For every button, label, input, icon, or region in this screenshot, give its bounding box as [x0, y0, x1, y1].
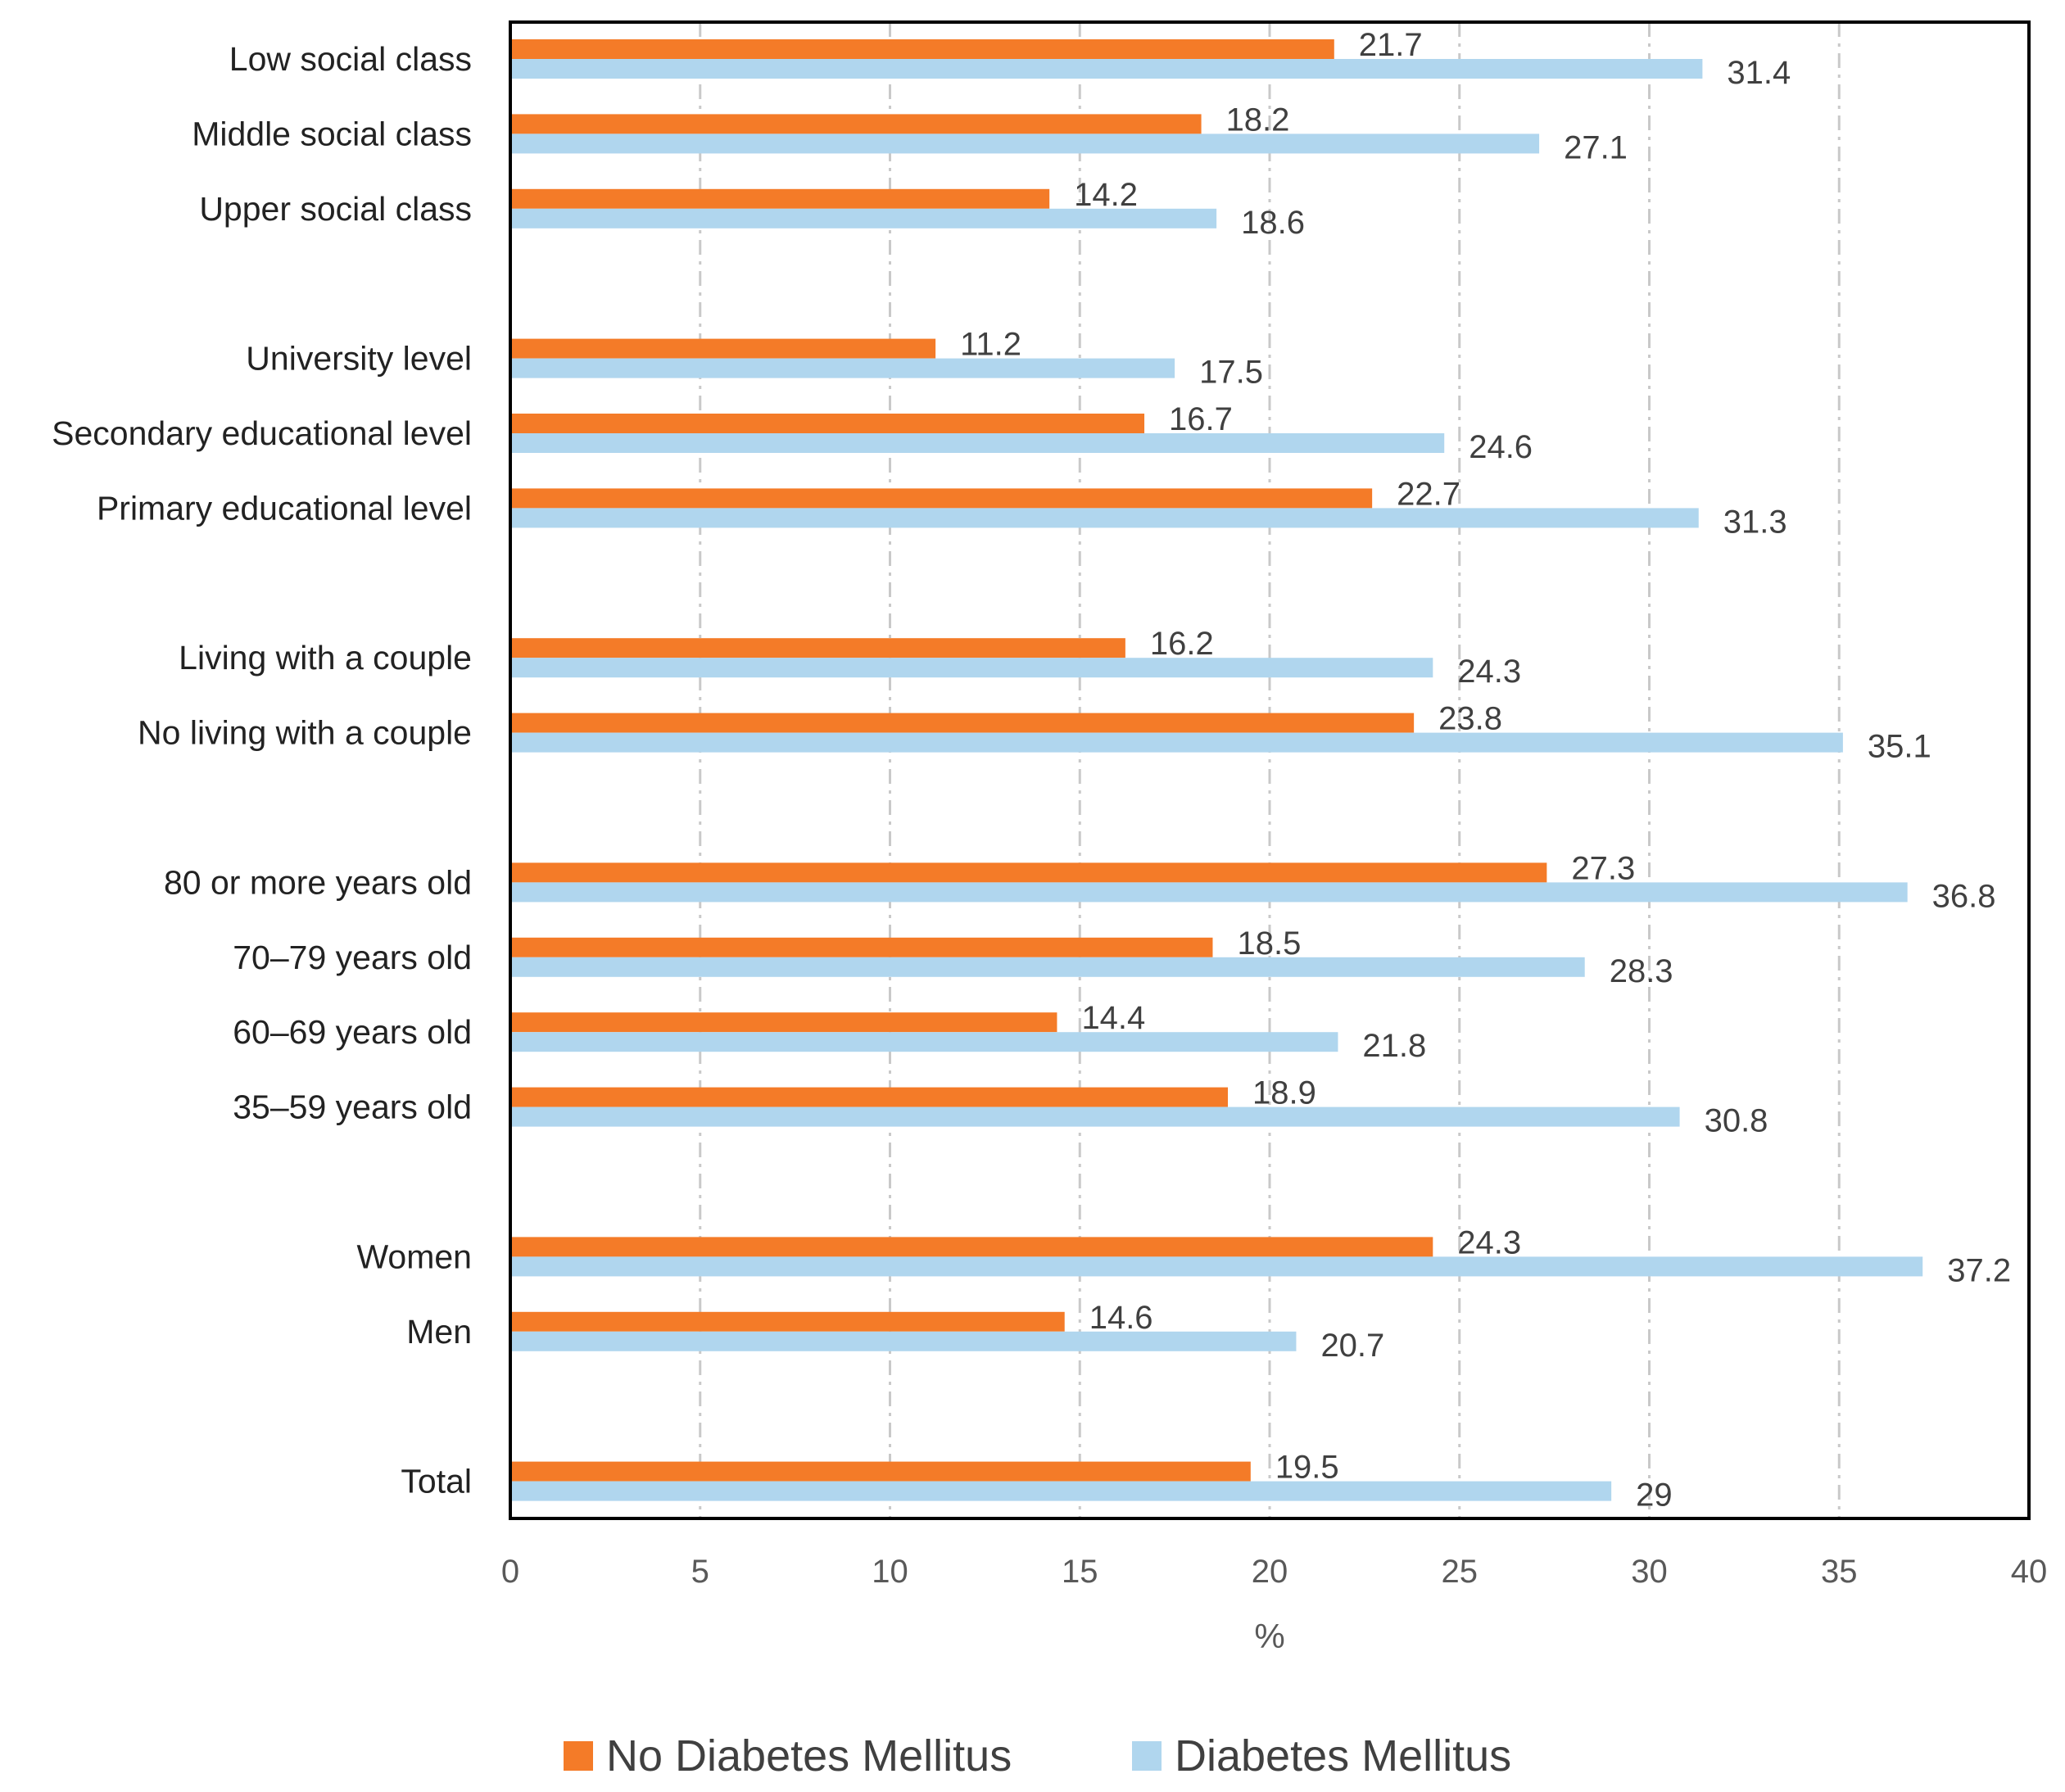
- category-label-80-or-more-years-old: 80 or more years old: [164, 863, 472, 901]
- data-label-no-diabetes-mellitus-upper-social-class: 14.2: [1074, 177, 1138, 213]
- bar-diabetes-mellitus-living-with-a-couple: [510, 658, 1433, 678]
- data-label-no-diabetes-mellitus-total: 19.5: [1275, 1450, 1339, 1486]
- data-label-diabetes-mellitus-university-level: 17.5: [1199, 355, 1263, 391]
- legend-label-diabetes: Diabetes Mellitus: [1175, 1731, 1511, 1781]
- bars: [510, 39, 1923, 1501]
- bar-diabetes-mellitus-women: [510, 1256, 1923, 1277]
- x-tick-label-5: 5: [691, 1554, 709, 1590]
- category-label-secondary-educational-level: Secondary educational level: [52, 414, 472, 452]
- data-label-diabetes-mellitus-70-79-years-old: 28.3: [1610, 953, 1673, 989]
- bar-diabetes-mellitus-70-79-years-old: [510, 957, 1585, 977]
- category-label-women: Women: [356, 1238, 472, 1275]
- category-label-primary-educational-level: Primary educational level: [97, 489, 472, 527]
- data-label-diabetes-mellitus-men: 20.7: [1320, 1328, 1384, 1364]
- x-tick-label-0: 0: [501, 1554, 519, 1590]
- plot-frame: [509, 20, 2031, 1520]
- data-label-no-diabetes-mellitus-secondary-educational-level: 16.7: [1169, 401, 1233, 437]
- data-label-diabetes-mellitus-living-with-a-couple: 24.3: [1457, 654, 1521, 690]
- data-label-no-diabetes-mellitus-women: 24.3: [1457, 1224, 1521, 1260]
- category-label-total: Total: [401, 1463, 472, 1500]
- category-label-35-59-years-old: 35–59 years old: [233, 1088, 472, 1126]
- gridlines: [699, 22, 1841, 1518]
- data-label-no-diabetes-mellitus-70-79-years-old: 18.5: [1237, 925, 1301, 962]
- legend-swatch-no-diabetes: [564, 1741, 593, 1771]
- data-label-no-diabetes-mellitus-low-social-class: 21.7: [1359, 27, 1423, 63]
- bar-diabetes-mellitus-35-59-years-old: [510, 1106, 1680, 1127]
- data-label-diabetes-mellitus-women: 37.2: [1947, 1252, 2011, 1288]
- bar-diabetes-mellitus-upper-social-class: [510, 208, 1217, 229]
- bar-no-diabetes-mellitus-men: [510, 1311, 1065, 1332]
- data-label-diabetes-mellitus-60-69-years-old: 21.8: [1362, 1028, 1426, 1064]
- category-label-60-69-years-old: 60–69 years old: [233, 1013, 472, 1051]
- x-tick-label-20: 20: [1252, 1554, 1288, 1590]
- category-label-university-level: University level: [246, 340, 472, 378]
- category-label-living-with-a-couple: Living with a couple: [179, 639, 472, 677]
- legend: No Diabetes Mellitus Diabetes Mellitus: [564, 1731, 1511, 1781]
- bar-no-diabetes-mellitus-no-living-with-a-couple: [510, 713, 1415, 733]
- data-label-diabetes-mellitus-low-social-class: 31.4: [1727, 55, 1791, 91]
- x-tick-labels: 0 5 10 15 20 25 30 35 40: [501, 1554, 2047, 1590]
- data-label-diabetes-mellitus-80-or-more-years-old: 36.8: [1932, 878, 1996, 914]
- category-label-men: Men: [406, 1313, 472, 1351]
- category-label-70-79-years-old: 70–79 years old: [233, 939, 472, 976]
- x-tick-label-40: 40: [2011, 1554, 2048, 1590]
- bar-no-diabetes-mellitus-women: [510, 1237, 1433, 1257]
- bar-diabetes-mellitus-university-level: [510, 358, 1175, 378]
- x-tick-label-35: 35: [1821, 1554, 1858, 1590]
- bar-diabetes-mellitus-80-or-more-years-old: [510, 882, 1908, 903]
- data-label-no-diabetes-mellitus-no-living-with-a-couple: 23.8: [1438, 701, 1502, 737]
- x-tick-label-15: 15: [1062, 1554, 1098, 1590]
- bar-diabetes-mellitus-no-living-with-a-couple: [510, 732, 1843, 753]
- data-label-diabetes-mellitus-35-59-years-old: 30.8: [1705, 1103, 1768, 1139]
- data-label-no-diabetes-mellitus-men: 14.6: [1089, 1300, 1153, 1336]
- data-label-diabetes-mellitus-total: 29: [1636, 1477, 1673, 1514]
- bar-diabetes-mellitus-middle-social-class: [510, 133, 1540, 154]
- category-label-upper-social-class: Upper social class: [199, 190, 472, 228]
- bar-diabetes-mellitus-low-social-class: [510, 59, 1703, 79]
- data-label-no-diabetes-mellitus-35-59-years-old: 18.9: [1252, 1075, 1316, 1111]
- data-label-no-diabetes-mellitus-primary-educational-level: 22.7: [1397, 476, 1460, 512]
- data-label-no-diabetes-mellitus-80-or-more-years-old: 27.3: [1571, 850, 1635, 886]
- category-label-middle-social-class: Middle social class: [192, 115, 472, 152]
- bar-no-diabetes-mellitus-35-59-years-old: [510, 1087, 1229, 1107]
- x-tick-label-30: 30: [1631, 1554, 1668, 1590]
- x-tick-label-25: 25: [1442, 1554, 1479, 1590]
- x-axis-title: %: [1254, 1617, 1284, 1655]
- data-label-no-diabetes-mellitus-university-level: 11.2: [960, 327, 1021, 363]
- bar-no-diabetes-mellitus-living-with-a-couple: [510, 638, 1125, 658]
- bar-no-diabetes-mellitus-80-or-more-years-old: [510, 862, 1547, 883]
- bar-diabetes-mellitus-60-69-years-old: [510, 1032, 1338, 1052]
- bar-no-diabetes-mellitus-middle-social-class: [510, 114, 1202, 134]
- data-label-diabetes-mellitus-no-living-with-a-couple: 35.1: [1868, 729, 1931, 765]
- data-label-no-diabetes-mellitus-living-with-a-couple: 16.2: [1150, 626, 1214, 662]
- bar-no-diabetes-mellitus-secondary-educational-level: [510, 414, 1145, 433]
- data-label-no-diabetes-mellitus-60-69-years-old: 14.4: [1081, 1000, 1145, 1036]
- data-label-diabetes-mellitus-primary-educational-level: 31.3: [1723, 504, 1787, 540]
- bar-no-diabetes-mellitus-upper-social-class: [510, 188, 1050, 209]
- bar-diabetes-mellitus-secondary-educational-level: [510, 433, 1445, 453]
- bar-no-diabetes-mellitus-low-social-class: [510, 39, 1334, 59]
- x-tick-label-10: 10: [872, 1554, 908, 1590]
- data-label-diabetes-mellitus-middle-social-class: 27.1: [1564, 129, 1628, 165]
- category-label-no-living-with-a-couple: No living with a couple: [138, 714, 472, 752]
- bar-no-diabetes-mellitus-60-69-years-old: [510, 1012, 1057, 1033]
- bar-diabetes-mellitus-primary-educational-level: [510, 508, 1699, 528]
- category-labels: Low social class Middle social class Upper…: [52, 40, 472, 1500]
- data-label-no-diabetes-mellitus-middle-social-class: 18.2: [1226, 102, 1290, 138]
- bar-no-diabetes-mellitus-total: [510, 1461, 1251, 1482]
- data-label-diabetes-mellitus-upper-social-class: 18.6: [1241, 205, 1305, 241]
- bar-diabetes-mellitus-total: [510, 1481, 1612, 1501]
- bar-no-diabetes-mellitus-university-level: [510, 338, 936, 359]
- legend-swatch-diabetes: [1132, 1741, 1162, 1771]
- legend-label-no-diabetes: No Diabetes Mellitus: [606, 1731, 1012, 1781]
- category-label-low-social-class: Low social class: [229, 40, 472, 78]
- bar-no-diabetes-mellitus-primary-educational-level: [510, 488, 1373, 509]
- bar-no-diabetes-mellitus-70-79-years-old: [510, 937, 1213, 957]
- data-label-diabetes-mellitus-secondary-educational-level: 24.6: [1469, 429, 1533, 465]
- bar-diabetes-mellitus-men: [510, 1331, 1297, 1351]
- data-labels: 21.7 31.4 18.2 27.1 14.2 18.6 11.2 17.5 16.7 24.6…: [960, 27, 2011, 1514]
